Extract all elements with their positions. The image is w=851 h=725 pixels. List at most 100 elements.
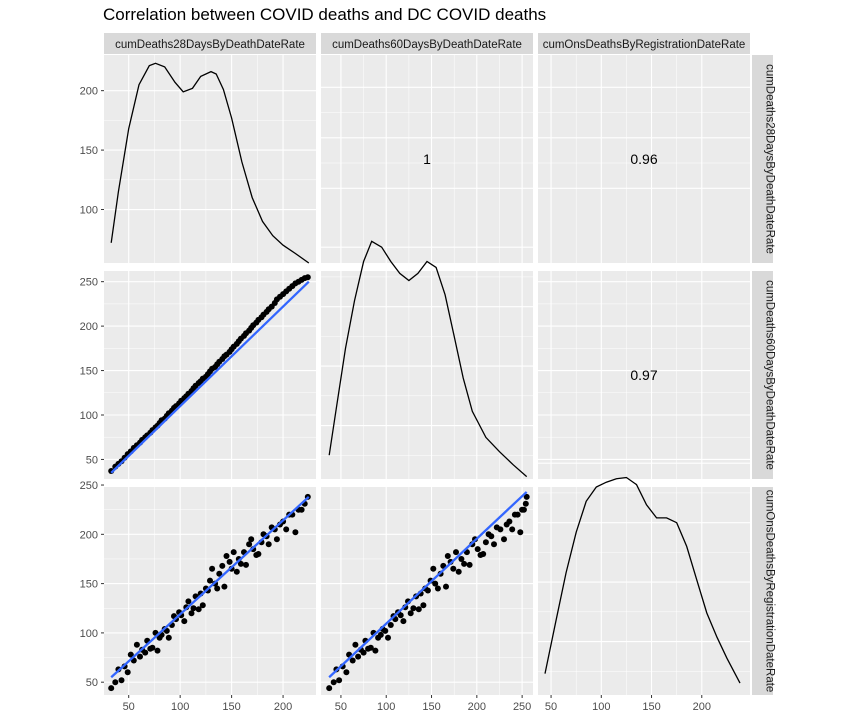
x-tick-label: 150 bbox=[222, 701, 240, 713]
correlation-label: 1 bbox=[423, 151, 431, 167]
data-point bbox=[407, 610, 414, 617]
row-strip bbox=[752, 55, 773, 263]
data-point bbox=[304, 274, 311, 281]
data-point bbox=[367, 644, 374, 651]
panel-r1-c1 bbox=[321, 246, 533, 486]
data-point bbox=[491, 541, 497, 548]
data-point bbox=[382, 627, 389, 634]
data-point bbox=[199, 602, 206, 609]
panel-background bbox=[104, 55, 316, 263]
y-tick-label: 250 bbox=[80, 480, 98, 492]
panel-r0-c2 bbox=[538, 55, 750, 263]
data-point bbox=[397, 612, 404, 619]
data-point bbox=[137, 653, 143, 660]
data-point bbox=[118, 677, 125, 684]
data-point bbox=[410, 605, 417, 612]
data-point bbox=[223, 553, 230, 559]
panel-background bbox=[538, 487, 750, 695]
data-point bbox=[387, 622, 394, 628]
density-curve bbox=[110, 62, 310, 264]
data-point bbox=[432, 580, 439, 587]
data-point bbox=[181, 618, 188, 625]
y-tick-label: 200 bbox=[80, 321, 98, 333]
row-strip-label: cumDeaths28DaysByDeathDateRate bbox=[764, 64, 776, 254]
data-point bbox=[506, 518, 513, 525]
data-point bbox=[112, 679, 119, 686]
data-point bbox=[415, 606, 422, 613]
data-point bbox=[142, 649, 149, 656]
y-tick-label: 50 bbox=[86, 677, 98, 689]
data-point bbox=[246, 541, 253, 548]
data-point bbox=[219, 562, 226, 569]
panel-r1-c2 bbox=[538, 271, 750, 479]
data-point bbox=[188, 610, 195, 617]
x-tick-label: 100 bbox=[592, 701, 610, 713]
data-point bbox=[497, 526, 504, 533]
data-point bbox=[509, 526, 516, 533]
x-tick-label: 100 bbox=[377, 701, 395, 713]
data-point bbox=[430, 565, 437, 572]
data-point bbox=[501, 536, 507, 543]
data-point bbox=[517, 529, 524, 536]
data-point bbox=[233, 568, 240, 575]
fit-line bbox=[328, 491, 528, 679]
data-point bbox=[434, 585, 441, 592]
data-point bbox=[221, 583, 228, 590]
column-strip-label: cumOnsDeathsByRegistrationDateRate bbox=[543, 39, 746, 51]
data-point bbox=[466, 561, 473, 568]
data-point bbox=[355, 653, 362, 660]
column-strip bbox=[104, 33, 316, 54]
row-strip bbox=[752, 487, 773, 695]
data-point bbox=[377, 631, 384, 638]
panel-r2-c2 bbox=[538, 462, 750, 702]
data-point bbox=[185, 598, 192, 605]
data-point bbox=[453, 549, 459, 556]
y-tick-label: 50 bbox=[86, 454, 98, 466]
data-point bbox=[455, 568, 462, 575]
data-point bbox=[207, 577, 213, 584]
data-point bbox=[243, 561, 249, 568]
data-point bbox=[349, 657, 356, 664]
data-point bbox=[522, 500, 529, 507]
data-point bbox=[265, 541, 272, 548]
data-point bbox=[255, 551, 262, 557]
row-strip bbox=[752, 271, 773, 479]
data-point bbox=[352, 641, 359, 648]
x-tick-label: 100 bbox=[171, 701, 189, 713]
x-tick-label: 200 bbox=[468, 701, 486, 713]
panel-background bbox=[321, 271, 533, 479]
data-point bbox=[209, 565, 216, 572]
data-point bbox=[523, 493, 530, 500]
data-point bbox=[226, 558, 233, 565]
data-point bbox=[108, 685, 115, 692]
data-point bbox=[165, 634, 172, 641]
y-tick-label: 250 bbox=[80, 277, 98, 289]
data-point bbox=[154, 647, 161, 654]
x-tick-label: 150 bbox=[422, 701, 440, 713]
correlation-label: 0.96 bbox=[630, 151, 657, 167]
data-point bbox=[450, 565, 457, 572]
data-point bbox=[292, 529, 299, 536]
data-point bbox=[372, 647, 379, 654]
column-strip bbox=[538, 33, 750, 54]
data-point bbox=[237, 560, 244, 567]
data-point bbox=[444, 553, 451, 559]
data-point bbox=[330, 679, 337, 686]
data-point bbox=[458, 556, 465, 562]
data-point bbox=[400, 618, 407, 625]
data-point bbox=[360, 649, 367, 656]
y-tick-label: 150 bbox=[80, 145, 98, 157]
x-tick-label: 50 bbox=[123, 701, 135, 713]
column-strip-label: cumDeaths28DaysByDeathDateRate bbox=[115, 39, 305, 51]
data-point bbox=[283, 526, 290, 533]
data-point bbox=[190, 605, 197, 612]
x-tick-label: 200 bbox=[693, 701, 711, 713]
data-point bbox=[520, 506, 527, 513]
x-tick-label: 250 bbox=[513, 701, 531, 713]
column-strip-label: cumDeaths60DaysByDeathDateRate bbox=[332, 39, 522, 51]
panel-background bbox=[538, 55, 750, 263]
row-strip-label: cumOnsDeathsByRegistrationDateRate bbox=[764, 490, 776, 693]
column-strip bbox=[321, 33, 533, 54]
row-strip-label: cumDeaths60DaysByDeathDateRate bbox=[764, 280, 776, 470]
